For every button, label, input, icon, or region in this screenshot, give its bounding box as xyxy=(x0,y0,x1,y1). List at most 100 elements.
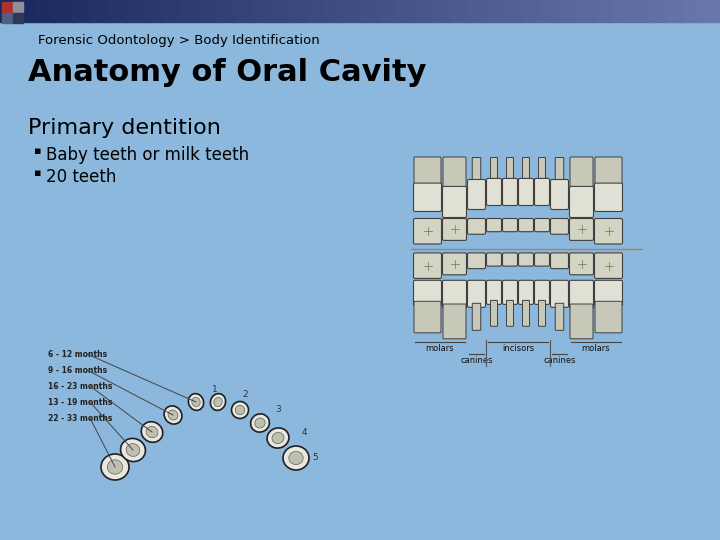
FancyBboxPatch shape xyxy=(472,158,481,184)
FancyBboxPatch shape xyxy=(570,186,593,218)
Ellipse shape xyxy=(214,397,222,407)
FancyBboxPatch shape xyxy=(570,219,593,240)
Bar xyxy=(378,0,397,22)
FancyBboxPatch shape xyxy=(506,300,513,326)
FancyBboxPatch shape xyxy=(487,219,502,232)
Ellipse shape xyxy=(255,418,265,428)
Text: Forensic Odontology > Body Identification: Forensic Odontology > Body Identificatio… xyxy=(38,34,320,47)
Bar xyxy=(702,0,720,22)
Bar xyxy=(342,0,361,22)
Bar xyxy=(288,0,307,22)
FancyBboxPatch shape xyxy=(443,157,466,191)
Ellipse shape xyxy=(168,410,178,420)
Bar xyxy=(144,0,163,22)
FancyBboxPatch shape xyxy=(443,253,467,275)
FancyBboxPatch shape xyxy=(503,253,518,266)
Text: canines: canines xyxy=(460,356,492,365)
Bar xyxy=(0,0,19,22)
FancyBboxPatch shape xyxy=(595,219,623,244)
FancyBboxPatch shape xyxy=(467,219,485,234)
FancyBboxPatch shape xyxy=(414,157,441,187)
Bar xyxy=(594,0,613,22)
FancyBboxPatch shape xyxy=(413,280,441,306)
FancyBboxPatch shape xyxy=(487,280,502,305)
Bar xyxy=(198,0,217,22)
FancyBboxPatch shape xyxy=(534,253,549,266)
Text: Primary dentition: Primary dentition xyxy=(28,118,221,138)
FancyBboxPatch shape xyxy=(443,186,467,218)
Ellipse shape xyxy=(210,394,225,410)
FancyBboxPatch shape xyxy=(413,219,441,244)
Bar xyxy=(18,0,37,22)
Bar xyxy=(558,0,577,22)
Bar xyxy=(414,0,433,22)
Bar xyxy=(648,0,667,22)
FancyBboxPatch shape xyxy=(595,183,623,212)
FancyBboxPatch shape xyxy=(534,178,549,206)
Bar xyxy=(108,0,127,22)
FancyBboxPatch shape xyxy=(551,179,569,210)
FancyBboxPatch shape xyxy=(570,157,593,191)
Bar xyxy=(72,0,91,22)
FancyBboxPatch shape xyxy=(467,253,485,268)
FancyBboxPatch shape xyxy=(467,179,485,210)
FancyBboxPatch shape xyxy=(534,280,549,305)
Text: 4: 4 xyxy=(302,428,307,437)
Bar xyxy=(252,0,271,22)
Ellipse shape xyxy=(283,446,309,470)
FancyBboxPatch shape xyxy=(534,219,549,232)
FancyBboxPatch shape xyxy=(595,253,623,279)
Bar xyxy=(13,2,23,12)
Bar xyxy=(36,0,55,22)
Ellipse shape xyxy=(235,406,245,415)
Text: 22 - 33 months: 22 - 33 months xyxy=(48,414,112,423)
Text: 16 - 23 months: 16 - 23 months xyxy=(48,382,112,391)
FancyBboxPatch shape xyxy=(518,178,534,206)
FancyBboxPatch shape xyxy=(518,280,534,305)
Ellipse shape xyxy=(164,406,182,424)
FancyBboxPatch shape xyxy=(413,253,441,279)
FancyBboxPatch shape xyxy=(443,304,466,339)
Bar xyxy=(540,0,559,22)
Text: 1: 1 xyxy=(212,385,217,394)
FancyBboxPatch shape xyxy=(595,301,622,333)
Ellipse shape xyxy=(192,397,200,407)
Ellipse shape xyxy=(101,454,129,480)
Bar xyxy=(468,0,487,22)
Bar xyxy=(216,0,235,22)
Text: 2: 2 xyxy=(242,390,248,399)
FancyBboxPatch shape xyxy=(555,158,564,184)
Bar xyxy=(306,0,325,22)
Bar xyxy=(432,0,451,22)
Ellipse shape xyxy=(120,438,145,462)
FancyBboxPatch shape xyxy=(487,178,502,206)
FancyBboxPatch shape xyxy=(490,158,498,183)
Ellipse shape xyxy=(126,444,140,456)
FancyBboxPatch shape xyxy=(570,280,593,308)
FancyBboxPatch shape xyxy=(595,280,623,306)
Text: molars: molars xyxy=(426,344,454,353)
FancyBboxPatch shape xyxy=(595,157,622,187)
Bar xyxy=(684,0,703,22)
Text: 5: 5 xyxy=(312,453,318,462)
FancyBboxPatch shape xyxy=(518,219,534,232)
FancyBboxPatch shape xyxy=(467,280,485,307)
Bar xyxy=(360,0,379,22)
Bar xyxy=(504,0,523,22)
Text: molars: molars xyxy=(582,344,611,353)
Bar xyxy=(90,0,109,22)
Text: 9 - 16 months: 9 - 16 months xyxy=(48,366,107,375)
FancyBboxPatch shape xyxy=(539,300,546,326)
Bar xyxy=(180,0,199,22)
FancyBboxPatch shape xyxy=(551,253,569,268)
Bar xyxy=(234,0,253,22)
FancyBboxPatch shape xyxy=(443,219,467,240)
FancyBboxPatch shape xyxy=(490,300,498,326)
Ellipse shape xyxy=(267,428,289,448)
Ellipse shape xyxy=(141,422,163,442)
FancyBboxPatch shape xyxy=(570,253,593,275)
Bar xyxy=(162,0,181,22)
FancyBboxPatch shape xyxy=(443,280,467,308)
Bar xyxy=(2,2,12,12)
Text: canines: canines xyxy=(544,356,576,365)
